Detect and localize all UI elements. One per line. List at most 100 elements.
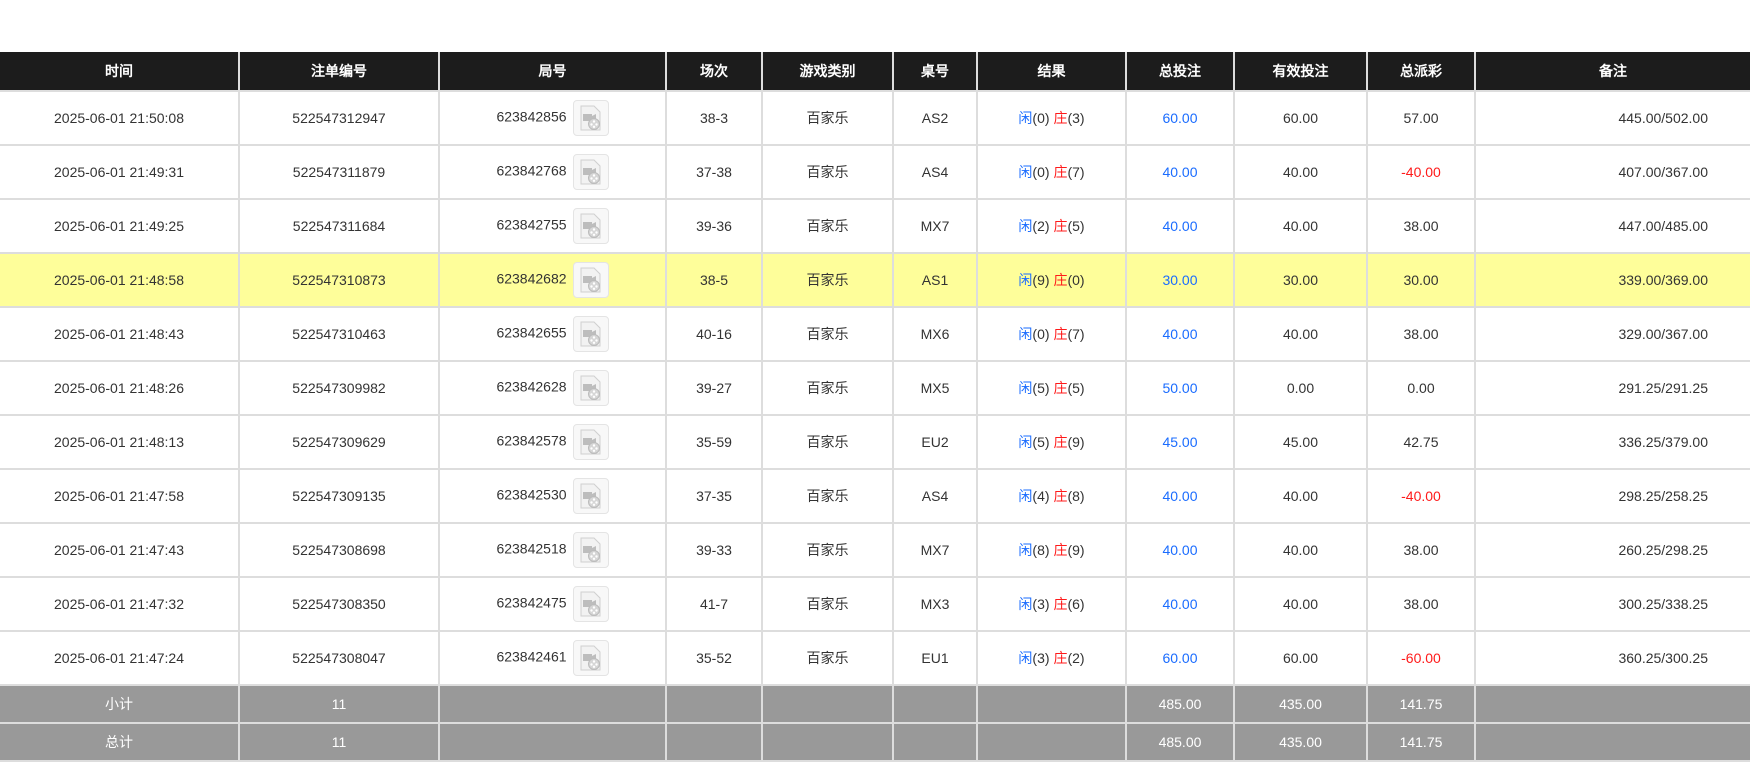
table-no-cell: EU2 [892,414,978,470]
result-cell: 闲(5) 庄(9) [976,414,1127,470]
result-cell: 闲(8) 庄(9) [976,522,1127,578]
payout-cell: 57.00 [1366,90,1476,146]
bet-id-cell: 522547311879 [238,144,440,200]
round-cell: 623842530 [438,468,667,524]
header-shoe: 场次 [665,52,763,92]
video-file-icon[interactable] [572,208,609,244]
bet-id-cell: 522547310463 [238,306,440,362]
remark-cell: 360.25/300.25 [1474,630,1750,686]
header-game-type: 游戏类别 [761,52,894,92]
banker-score: (3) [1067,110,1085,126]
table-row: 2025-06-01 21:50:08 522547312947 623842856… [0,90,1750,146]
empty-cell [665,722,763,762]
table-no-cell: MX6 [892,306,978,362]
video-file-icon[interactable] [572,586,609,622]
player-score: (8) [1032,542,1050,558]
remark-cell: 260.25/298.25 [1474,522,1750,578]
total-bet-cell: 40.00 [1125,198,1235,254]
table-no-cell: MX3 [892,576,978,632]
valid-bet-cell: 40.00 [1233,576,1368,632]
valid-bet-cell: 40.00 [1233,522,1368,578]
round-cell: 623842578 [438,414,667,470]
summary-total-bet: 485.00 [1125,684,1235,724]
empty-cell [976,684,1127,724]
remark-cell: 300.25/338.25 [1474,576,1750,632]
banker-score: (6) [1067,596,1085,612]
video-file-icon[interactable] [572,154,609,190]
player-score: (2) [1032,218,1050,234]
video-file-icon[interactable] [572,316,609,352]
round-cell: 623842461 [438,630,667,686]
player-label: 闲 [1018,326,1033,342]
player-score: (0) [1032,110,1050,126]
header-time: 时间 [0,52,240,92]
time-cell: 2025-06-01 21:48:26 [0,360,240,416]
player-label: 闲 [1018,434,1033,450]
round-number: 623842578 [496,432,567,449]
banker-score: (2) [1067,650,1085,666]
banker-score: (5) [1067,380,1085,396]
header-valid-bet: 有效投注 [1233,52,1368,92]
empty-cell [892,684,978,724]
video-file-icon[interactable] [572,640,609,676]
table-row: 2025-06-01 21:47:43 522547308698 623842518… [0,522,1750,578]
banker-label: 庄 [1053,434,1068,450]
video-file-icon[interactable] [572,478,609,514]
video-file-icon[interactable] [572,424,609,460]
player-label: 闲 [1018,272,1033,288]
round-number: 623842768 [496,162,567,179]
player-score: (9) [1032,272,1050,288]
summary-count: 11 [238,684,440,724]
video-file-icon[interactable] [572,100,609,136]
player-label: 闲 [1018,596,1033,612]
table-header: 时间 注单编号 局号 场次 游戏类别 桌号 结果 总投注 有效投注 总派彩 备注 [0,52,1750,92]
player-label: 闲 [1018,380,1033,396]
game-type-cell: 百家乐 [761,90,894,146]
round-number: 623842682 [496,270,567,287]
round-number: 623842475 [496,594,567,611]
total-bet-cell: 30.00 [1125,252,1235,308]
remark-cell: 445.00/502.00 [1474,90,1750,146]
time-cell: 2025-06-01 21:48:13 [0,414,240,470]
result-cell: 闲(4) 庄(8) [976,468,1127,524]
shoe-cell: 38-5 [665,252,763,308]
table-no-cell: MX5 [892,360,978,416]
video-file-icon[interactable] [572,370,609,406]
round-number: 623842628 [496,378,567,395]
table-row: 2025-06-01 21:47:24 522547308047 623842461… [0,630,1750,686]
table-no-cell: AS4 [892,144,978,200]
shoe-cell: 35-52 [665,630,763,686]
remark-cell: 339.00/369.00 [1474,252,1750,308]
total-bet-cell: 40.00 [1125,306,1235,362]
time-cell: 2025-06-01 21:50:08 [0,90,240,146]
table-row: 2025-06-01 21:48:58 522547310873 623842682… [0,252,1750,308]
summary-total-bet: 485.00 [1125,722,1235,762]
bet-id-cell: 522547308047 [238,630,440,686]
valid-bet-cell: 40.00 [1233,144,1368,200]
header-result: 结果 [976,52,1127,92]
game-type-cell: 百家乐 [761,630,894,686]
game-type-cell: 百家乐 [761,252,894,308]
empty-cell [892,722,978,762]
time-cell: 2025-06-01 21:47:58 [0,468,240,524]
game-type-cell: 百家乐 [761,414,894,470]
banker-label: 庄 [1053,164,1068,180]
banker-score: (9) [1067,434,1085,450]
game-type-cell: 百家乐 [761,144,894,200]
total-bet-cell: 60.00 [1125,630,1235,686]
total-bet-cell: 40.00 [1125,144,1235,200]
bet-id-cell: 522547308698 [238,522,440,578]
time-cell: 2025-06-01 21:49:31 [0,144,240,200]
total-bet-cell: 45.00 [1125,414,1235,470]
summary-label: 小计 [0,684,240,724]
video-file-icon[interactable] [572,532,609,568]
round-number: 623842530 [496,486,567,503]
bet-id-cell: 522547308350 [238,576,440,632]
player-score: (3) [1032,596,1050,612]
time-cell: 2025-06-01 21:47:24 [0,630,240,686]
video-file-icon[interactable] [572,262,609,298]
time-cell: 2025-06-01 21:48:43 [0,306,240,362]
header-payout: 总派彩 [1366,52,1476,92]
empty-cell [761,722,894,762]
banker-score: (8) [1067,488,1085,504]
